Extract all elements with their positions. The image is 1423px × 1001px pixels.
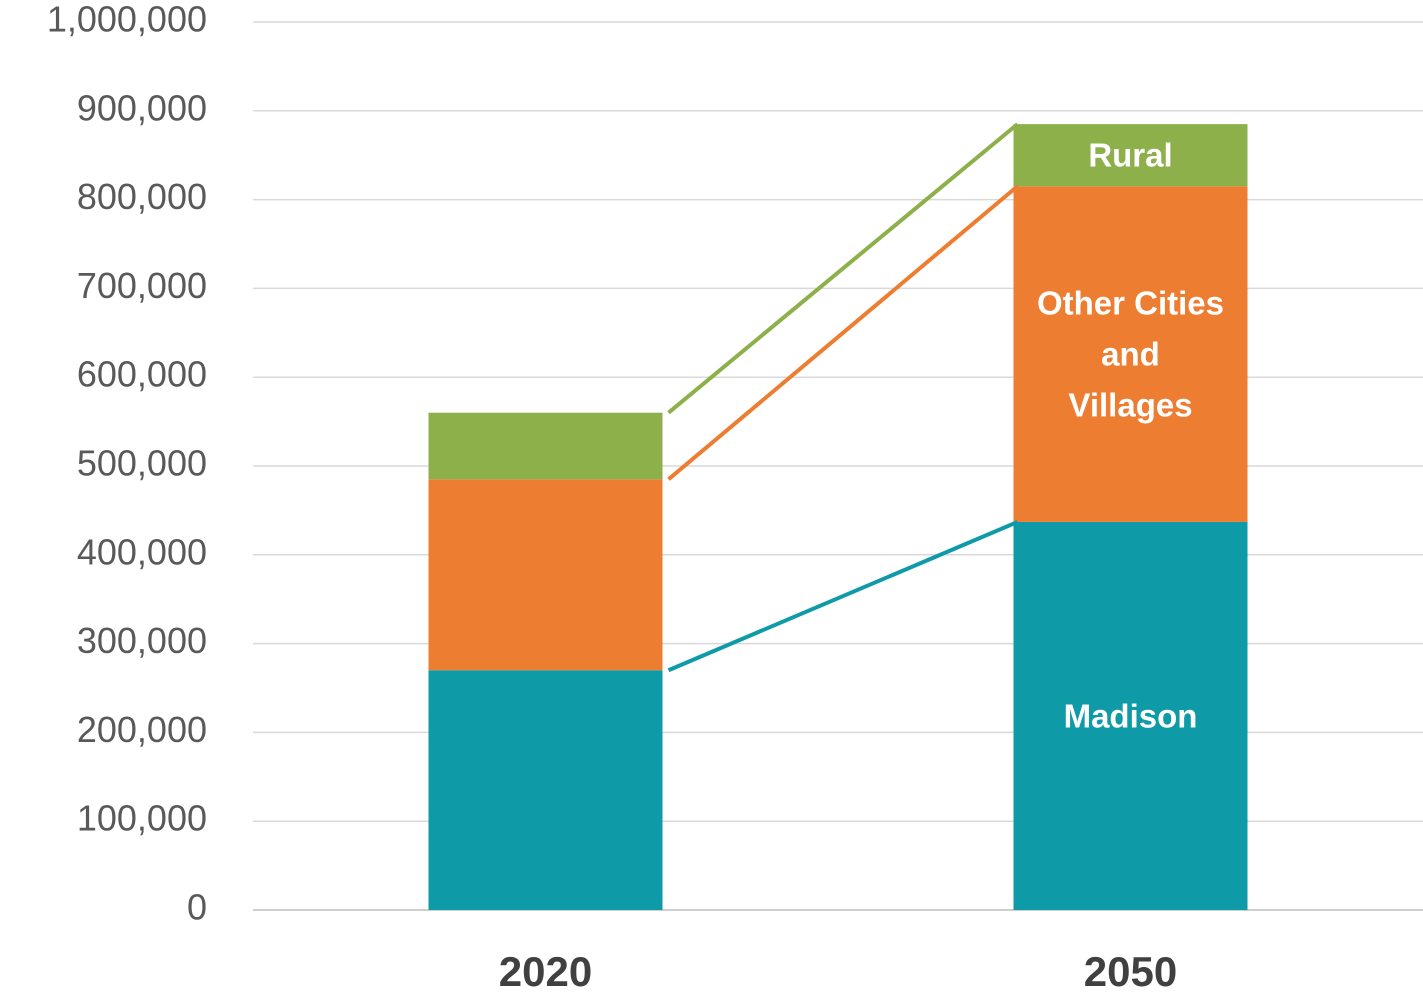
y-tick-label: 300,000 <box>77 620 207 661</box>
y-tick-label: 400,000 <box>77 531 207 572</box>
y-tick-label: 100,000 <box>77 798 207 839</box>
y-tick-label: 600,000 <box>77 354 207 395</box>
segment-label: Other Cities and Villages <box>1036 284 1225 424</box>
y-tick-label: 500,000 <box>77 443 207 484</box>
segment-label: Madison <box>1063 697 1198 735</box>
connector-line <box>667 122 1019 415</box>
bar-segment <box>428 479 663 671</box>
bar-segment <box>1013 124 1248 187</box>
connector-line <box>667 520 1019 673</box>
x-tick-label: 2020 <box>499 948 592 995</box>
bar-segment <box>428 670 663 910</box>
x-tick-label: 2050 <box>1084 948 1177 995</box>
connector-line <box>667 184 1019 481</box>
bar-segment <box>428 412 663 480</box>
bar-segment <box>1013 521 1248 910</box>
y-tick-label: 900,000 <box>77 87 207 128</box>
segment-label: Rural <box>1088 136 1173 174</box>
y-tick-label: 1,000,000 <box>47 0 207 40</box>
y-tick-label: 700,000 <box>77 265 207 306</box>
y-tick-label: 800,000 <box>77 176 207 217</box>
y-tick-label: 200,000 <box>77 709 207 750</box>
bar-segment <box>1013 186 1248 522</box>
y-tick-label: 0 <box>187 887 207 928</box>
